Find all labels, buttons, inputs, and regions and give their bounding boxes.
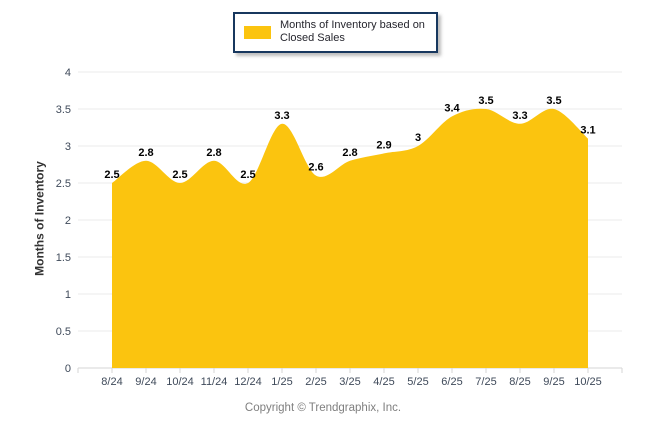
y-tick-label: 2 [65, 215, 71, 227]
legend-label: Months of Inventory based on Closed Sale… [280, 19, 425, 44]
y-tick-label: 1.5 [56, 252, 71, 264]
x-tick-label: 12/24 [234, 376, 262, 388]
legend-swatch-icon [244, 25, 271, 39]
data-label: 3.3 [512, 110, 527, 122]
y-tick-label: 0.5 [56, 326, 71, 338]
data-label: 2.8 [138, 147, 153, 159]
x-tick-label: 8/24 [101, 376, 122, 388]
y-tick-label: 3.5 [56, 104, 71, 116]
data-label: 2.9 [376, 139, 391, 151]
y-tick-label: 0 [65, 363, 71, 375]
inventory-area-series [112, 108, 588, 368]
y-tick-label: 1 [65, 289, 71, 301]
y-tick-label: 3 [65, 141, 71, 153]
x-tick-label: 9/25 [543, 376, 564, 388]
data-label: 3.4 [444, 102, 460, 114]
data-label: 2.8 [206, 147, 221, 159]
y-tick-label: 4 [65, 67, 71, 79]
data-label: 3 [415, 132, 421, 144]
data-label: 3.1 [580, 125, 595, 137]
x-tick-label: 7/25 [475, 376, 496, 388]
x-tick-label: 10/25 [574, 376, 602, 388]
x-tick-label: 4/25 [373, 376, 394, 388]
x-tick-label: 3/25 [339, 376, 360, 388]
data-label: 3.5 [546, 95, 561, 107]
x-tick-label: 11/24 [201, 376, 228, 388]
x-tick-label: 6/25 [441, 376, 462, 388]
data-label: 2.8 [342, 147, 357, 159]
data-label: 3.3 [274, 110, 289, 122]
y-tick-label: 2.5 [56, 178, 71, 190]
x-tick-label: 5/25 [407, 376, 428, 388]
x-tick-label: 10/24 [166, 376, 194, 388]
x-tick-label: 9/24 [135, 376, 156, 388]
copyright-text: Copyright © Trendgraphix, Inc. [244, 402, 402, 414]
x-tick-label: 1/25 [271, 376, 292, 388]
data-label: 2.6 [308, 162, 323, 174]
legend: Months of Inventory based on Closed Sale… [233, 12, 438, 53]
x-tick-label: 2/25 [305, 376, 326, 388]
x-tick-label: 8/25 [509, 376, 530, 388]
data-label: 2.5 [172, 169, 187, 181]
data-label: 3.5 [478, 95, 493, 107]
data-label: 2.5 [104, 169, 119, 181]
data-label: 2.5 [240, 169, 255, 181]
